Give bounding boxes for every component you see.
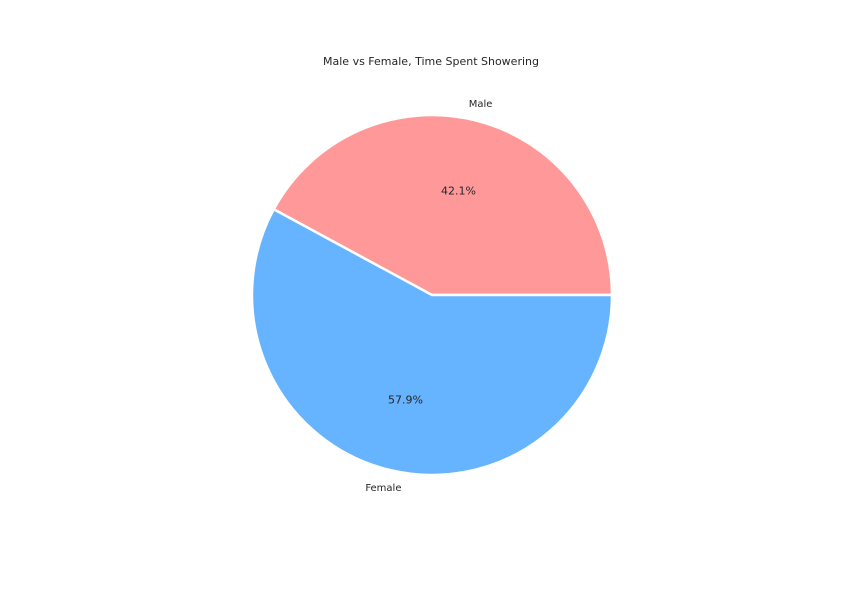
slice-percent-male: 42.1% bbox=[441, 184, 476, 197]
slice-label-female: Female bbox=[365, 483, 401, 494]
chart-title: Male vs Female, Time Spent Showering bbox=[323, 55, 539, 68]
slice-label-male: Male bbox=[469, 99, 493, 110]
slice-percent-female: 57.9% bbox=[388, 394, 423, 407]
pie-slice-female bbox=[250, 208, 614, 477]
pie-slice-male bbox=[272, 113, 614, 297]
